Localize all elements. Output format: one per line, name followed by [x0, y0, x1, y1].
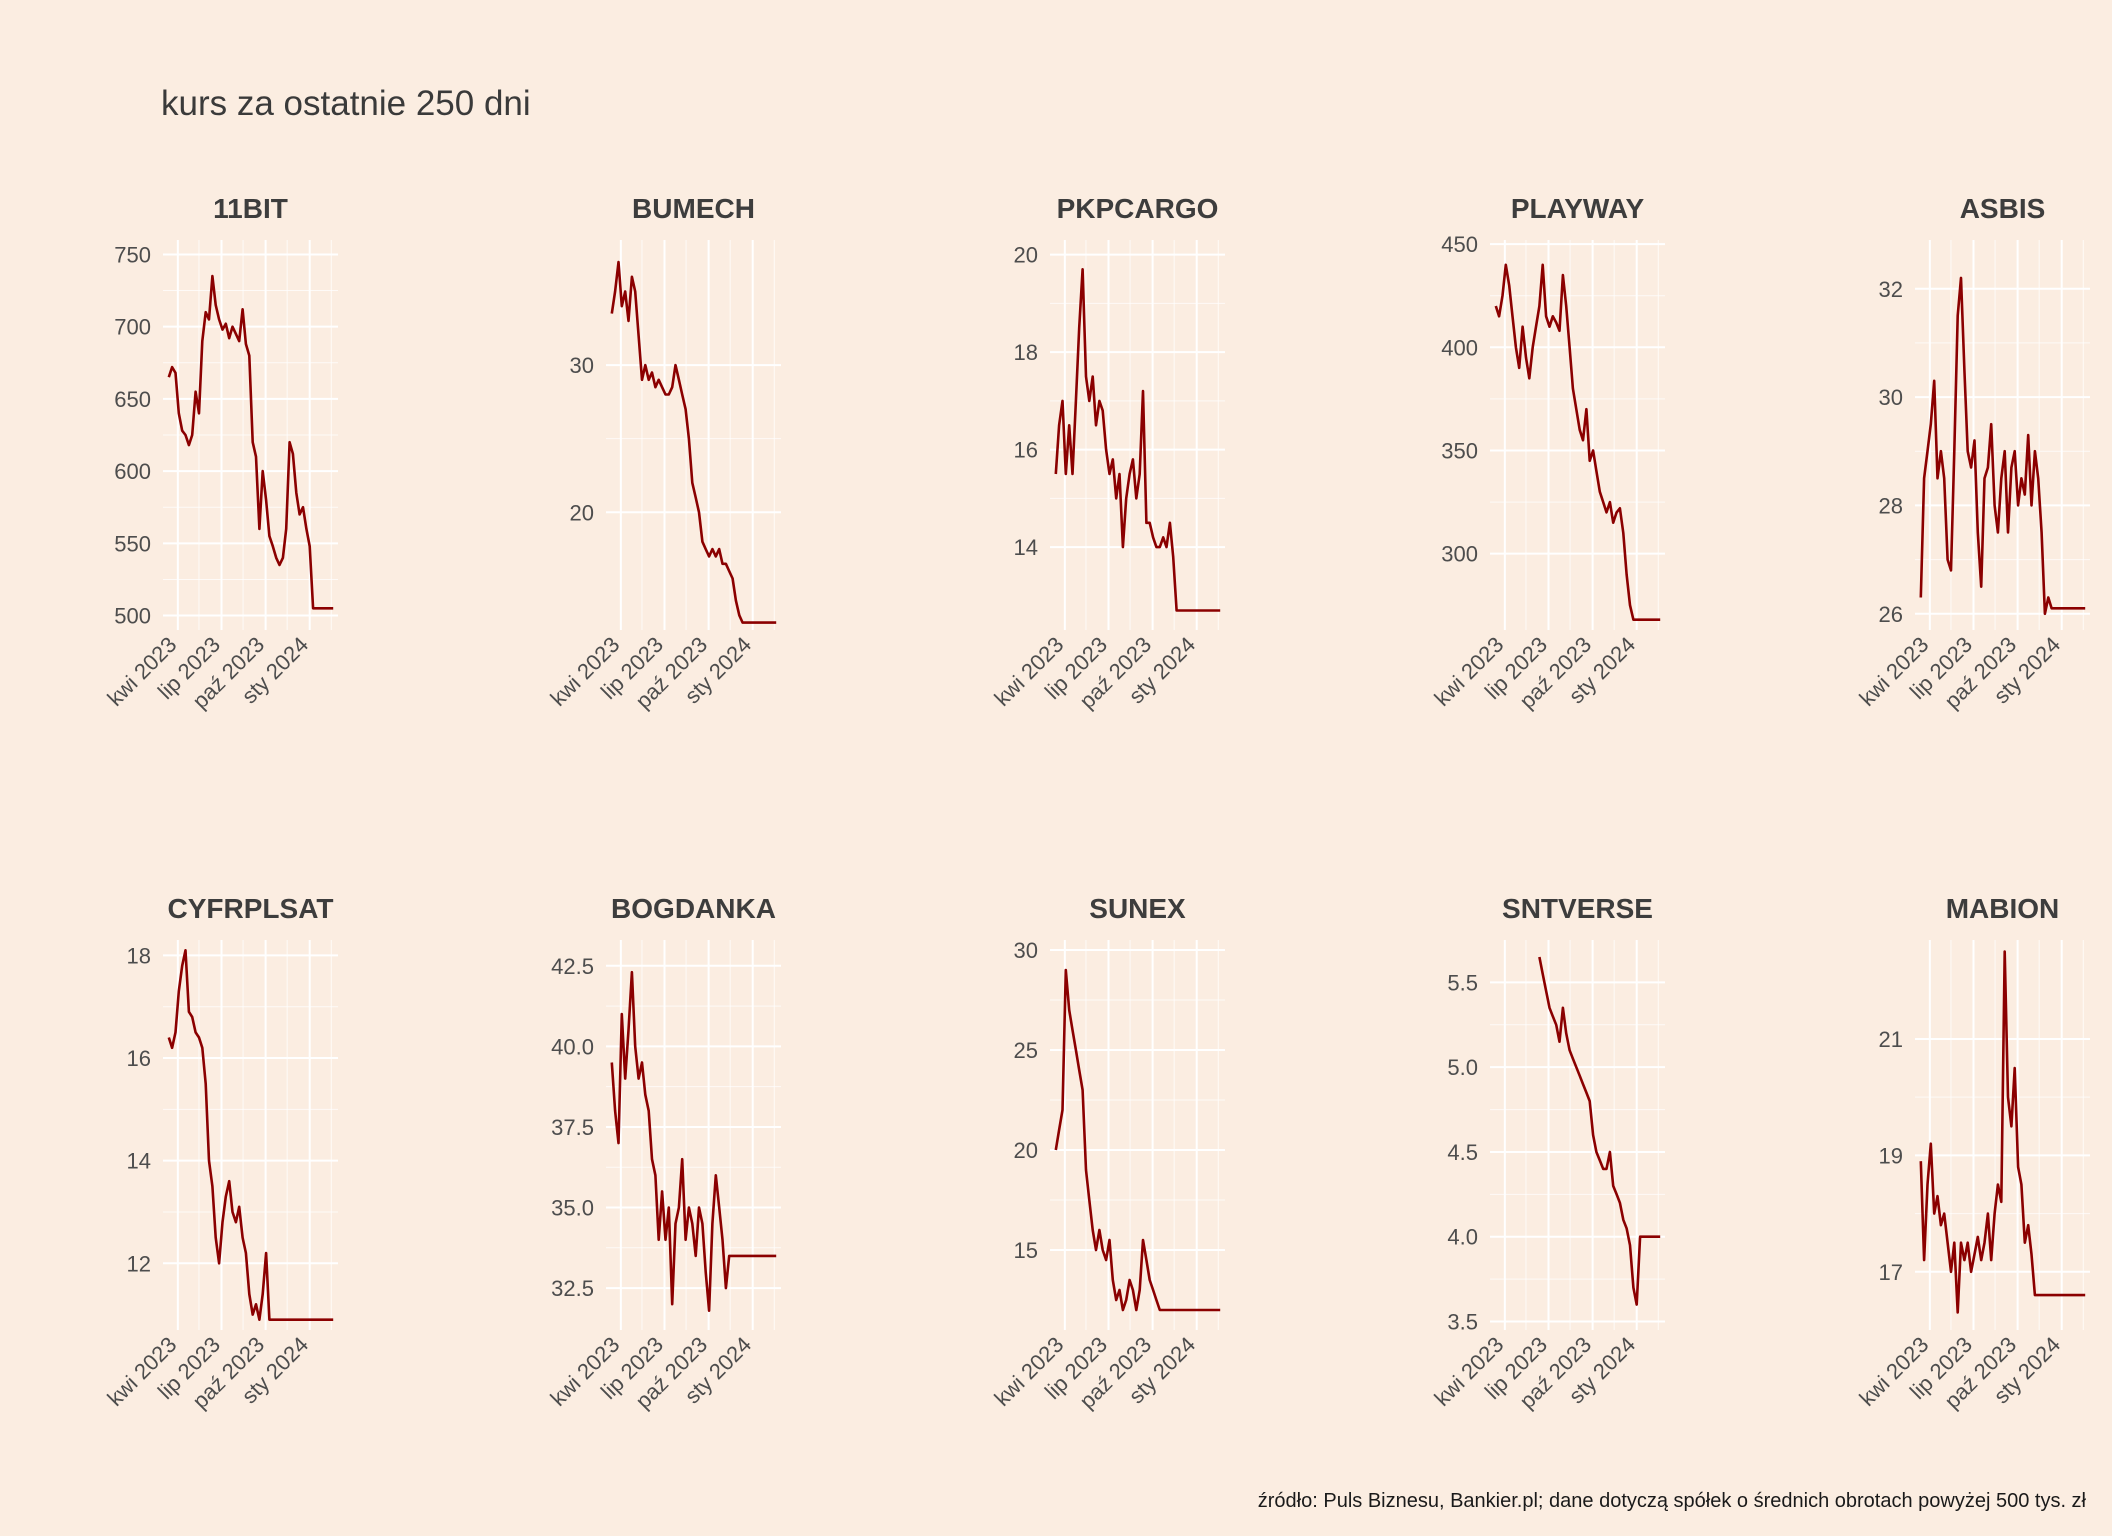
chart-title: kurs za ostatnie 250 dni [161, 84, 531, 123]
y-tick-label: 600 [114, 459, 151, 484]
y-tick-label: 4.0 [1447, 1225, 1478, 1250]
y-tick-label: 350 [1441, 438, 1478, 463]
series-line [1054, 267, 1221, 612]
y-tick-label: 21 [1879, 1027, 1903, 1052]
y-tick-label: 42.5 [551, 954, 594, 979]
y-tick-label: 14 [1014, 535, 1038, 560]
panel-title: BOGDANKA [611, 893, 776, 924]
y-tick-label: 40.0 [551, 1034, 594, 1059]
y-tick-label: 400 [1441, 335, 1478, 360]
y-tick-label: 14 [127, 1149, 151, 1174]
series-line [1494, 263, 1661, 622]
panel-title: SNTVERSE [1502, 893, 1653, 924]
y-tick-label: 32 [1879, 277, 1903, 302]
series-line [1919, 950, 2086, 1314]
panel-title: PLAYWAY [1511, 193, 1645, 224]
y-tick-label: 17 [1879, 1260, 1903, 1285]
y-tick-label: 16 [127, 1046, 151, 1071]
y-tick-label: 30 [1014, 938, 1038, 963]
panel-title: ASBIS [1960, 193, 2046, 224]
y-tick-label: 16 [1014, 438, 1038, 463]
series-line [167, 274, 334, 610]
y-tick-label: 12 [127, 1251, 151, 1276]
series-line [1054, 968, 1221, 1312]
panel-title: 11BIT [213, 193, 288, 224]
series-line [610, 970, 777, 1312]
y-tick-label: 700 [114, 315, 151, 340]
y-tick-label: 500 [114, 604, 151, 629]
chart-caption: źródło: Puls Biznesu, Bankier.pl; dane d… [1258, 1490, 2087, 1512]
y-tick-label: 20 [1014, 243, 1038, 268]
series-line [1538, 956, 1661, 1306]
series-line [610, 260, 777, 624]
y-tick-label: 26 [1879, 602, 1903, 627]
y-tick-label: 20 [570, 500, 594, 525]
y-tick-label: 15 [1014, 1238, 1038, 1263]
y-tick-label: 32.5 [551, 1276, 594, 1301]
y-tick-label: 650 [114, 387, 151, 412]
series-line [167, 948, 334, 1321]
y-tick-label: 19 [1879, 1143, 1903, 1168]
y-tick-label: 3.5 [1447, 1310, 1478, 1335]
y-tick-label: 750 [114, 242, 151, 267]
y-tick-label: 550 [114, 531, 151, 556]
y-tick-label: 20 [1014, 1138, 1038, 1163]
y-tick-label: 5.0 [1447, 1055, 1478, 1080]
y-tick-label: 30 [1879, 385, 1903, 410]
y-tick-label: 25 [1014, 1038, 1038, 1063]
y-tick-label: 30 [570, 353, 594, 378]
panel-title: SUNEX [1089, 893, 1186, 924]
panel-title: PKPCARGO [1057, 193, 1219, 224]
y-tick-label: 300 [1441, 542, 1478, 567]
panel-title: BUMECH [632, 193, 755, 224]
y-tick-label: 28 [1879, 493, 1903, 518]
y-tick-label: 35.0 [551, 1196, 594, 1221]
y-tick-label: 5.5 [1447, 970, 1478, 995]
y-tick-label: 18 [1014, 340, 1038, 365]
panel-title: CYFRPLSAT [168, 893, 334, 924]
y-tick-label: 18 [127, 943, 151, 968]
panel-title: MABION [1946, 893, 2060, 924]
y-tick-label: 37.5 [551, 1115, 594, 1140]
series-line [1919, 276, 2086, 616]
y-tick-label: 4.5 [1447, 1140, 1478, 1165]
y-tick-label: 450 [1441, 232, 1478, 257]
